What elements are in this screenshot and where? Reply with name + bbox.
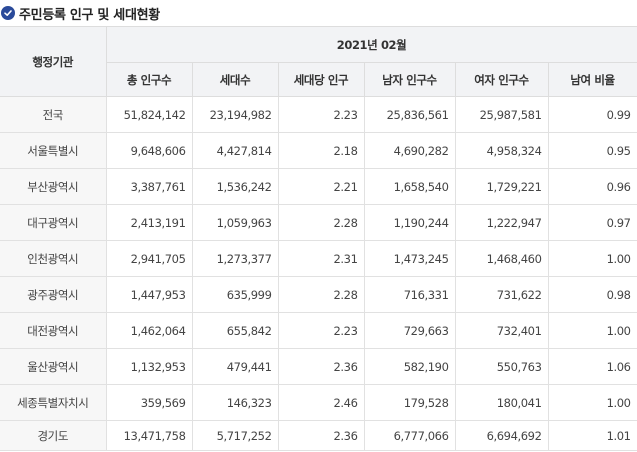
value-cell: 0.98 <box>547 276 637 313</box>
agency-name-cell: 대구광역시 <box>0 204 107 241</box>
value-cell: 1.01 <box>547 420 637 451</box>
value-cell: 2.23 <box>277 312 365 349</box>
value-cell: 13,471,758 <box>105 420 193 451</box>
value-cell: 146,323 <box>191 384 279 421</box>
value-cell: 2.28 <box>277 204 365 241</box>
column-header-persons-per-household: 세대당 인구 <box>277 62 365 97</box>
value-cell: 2.18 <box>277 132 365 169</box>
value-cell: 1,190,244 <box>363 204 456 241</box>
population-table-wrapper: 행정기관 2021년 02월 총 인구수 세대수 세대당 인구 남자 인구수 여… <box>0 26 637 451</box>
value-cell: 635,999 <box>191 276 279 313</box>
table-row: 광주광역시 1,447,953 635,999 2.28 716,331 731,622 0… <box>0 276 637 313</box>
value-cell: 2.21 <box>277 168 365 205</box>
value-cell: 5,717,252 <box>191 420 279 451</box>
value-cell: 1,447,953 <box>105 276 193 313</box>
value-cell: 2.46 <box>277 384 365 421</box>
column-header-male-population: 남자 인구수 <box>363 62 456 97</box>
value-cell: 180,041 <box>454 384 549 421</box>
agency-name-cell: 전국 <box>0 96 107 133</box>
table-row: 대전광역시 1,462,064 655,842 2.23 729,663 732,401 1… <box>0 312 637 349</box>
period-header: 2021년 02월 <box>105 26 637 63</box>
value-cell: 1,273,377 <box>191 240 279 277</box>
agency-name-cell: 인천광역시 <box>0 240 107 277</box>
agency-name-cell: 대전광역시 <box>0 312 107 349</box>
column-header-sex-ratio: 남여 비율 <box>547 62 637 97</box>
section-title: 주민등록 인구 및 세대현황 <box>19 7 160 23</box>
value-cell: 51,824,142 <box>105 96 193 133</box>
value-cell: 1.00 <box>547 384 637 421</box>
value-cell: 2,941,705 <box>105 240 193 277</box>
value-cell: 2.36 <box>277 420 365 451</box>
column-header-total-population: 총 인구수 <box>105 62 193 97</box>
value-cell: 582,190 <box>363 348 456 385</box>
value-cell: 0.96 <box>547 168 637 205</box>
value-cell: 1,132,953 <box>105 348 193 385</box>
value-cell: 732,401 <box>454 312 549 349</box>
value-cell: 1,222,947 <box>454 204 549 241</box>
value-cell: 716,331 <box>363 276 456 313</box>
value-cell: 25,836,561 <box>363 96 456 133</box>
value-cell: 1.00 <box>547 312 637 349</box>
agency-name-cell: 서울특별시 <box>0 132 107 169</box>
value-cell: 729,663 <box>363 312 456 349</box>
value-cell: 179,528 <box>363 384 456 421</box>
section-title-bar: 주민등록 인구 및 세대현황 <box>0 0 637 26</box>
agency-name-cell: 세종특별자치시 <box>0 384 107 421</box>
agency-name-cell: 경기도 <box>0 420 107 451</box>
value-cell: 1,473,245 <box>363 240 456 277</box>
value-cell: 2,413,191 <box>105 204 193 241</box>
value-cell: 0.95 <box>547 132 637 169</box>
value-cell: 0.99 <box>547 96 637 133</box>
value-cell: 2.23 <box>277 96 365 133</box>
value-cell: 1,658,540 <box>363 168 456 205</box>
value-cell: 4,427,814 <box>191 132 279 169</box>
column-header-female-population: 여자 인구수 <box>454 62 549 97</box>
value-cell: 731,622 <box>454 276 549 313</box>
table-body: 전국 51,824,142 23,194,982 2.23 25,836,561 25,9… <box>0 96 637 451</box>
value-cell: 4,690,282 <box>363 132 456 169</box>
value-cell: 1,468,460 <box>454 240 549 277</box>
agency-name-cell: 광주광역시 <box>0 276 107 313</box>
value-cell: 25,987,581 <box>454 96 549 133</box>
table-row: 대구광역시 2,413,191 1,059,963 2.28 1,190,244 1,22… <box>0 204 637 241</box>
value-cell: 2.28 <box>277 276 365 313</box>
value-cell: 23,194,982 <box>191 96 279 133</box>
value-cell: 4,958,324 <box>454 132 549 169</box>
value-cell: 0.97 <box>547 204 637 241</box>
value-cell: 479,441 <box>191 348 279 385</box>
value-cell: 655,842 <box>191 312 279 349</box>
population-table: 행정기관 2021년 02월 총 인구수 세대수 세대당 인구 남자 인구수 여… <box>0 26 637 451</box>
table-row: 울산광역시 1,132,953 479,441 2.36 582,190 550,763 1… <box>0 348 637 385</box>
table-row: 인천광역시 2,941,705 1,273,377 2.31 1,473,245 1,46… <box>0 240 637 277</box>
value-cell: 6,777,066 <box>363 420 456 451</box>
value-cell: 1.06 <box>547 348 637 385</box>
value-cell: 359,569 <box>105 384 193 421</box>
agency-column-header: 행정기관 <box>0 26 107 97</box>
table-row: 세종특별자치시 359,569 146,323 2.46 179,528 180,041 1… <box>0 384 637 421</box>
value-cell: 2.36 <box>277 348 365 385</box>
table-row: 부산광역시 3,387,761 1,536,242 2.21 1,658,540 1,72… <box>0 168 637 205</box>
table-row: 서울특별시 9,648,606 4,427,814 2.18 4,690,282 4,95… <box>0 132 637 169</box>
value-cell: 6,694,692 <box>454 420 549 451</box>
value-cell: 9,648,606 <box>105 132 193 169</box>
value-cell: 2.31 <box>277 240 365 277</box>
value-cell: 1,536,242 <box>191 168 279 205</box>
agency-name-cell: 울산광역시 <box>0 348 107 385</box>
value-cell: 1,059,963 <box>191 204 279 241</box>
agency-name-cell: 부산광역시 <box>0 168 107 205</box>
value-cell: 550,763 <box>454 348 549 385</box>
value-cell: 1,462,064 <box>105 312 193 349</box>
value-cell: 1,729,221 <box>454 168 549 205</box>
table-row: 전국 51,824,142 23,194,982 2.23 25,836,561 25,9… <box>0 96 637 133</box>
table-row: 경기도 13,471,758 5,717,252 2.36 6,777,066 6,694… <box>0 420 637 451</box>
value-cell: 1.00 <box>547 240 637 277</box>
column-header-households: 세대수 <box>191 62 279 97</box>
check-circle-icon <box>1 6 15 20</box>
value-cell: 3,387,761 <box>105 168 193 205</box>
